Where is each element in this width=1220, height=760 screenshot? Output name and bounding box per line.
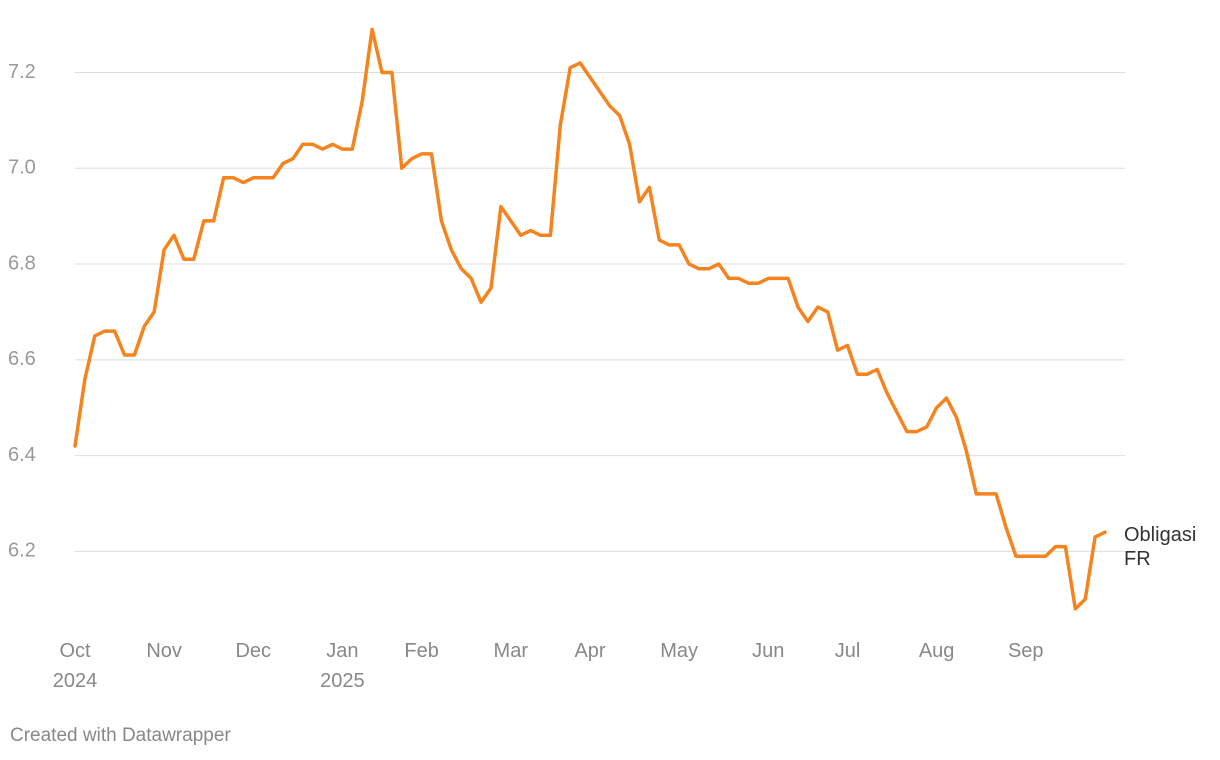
x-tick-label: May <box>660 640 699 662</box>
y-tick-label: 6.6 <box>8 348 36 370</box>
x-tick-label: Aug <box>918 640 955 662</box>
x-tick-label: Mar <box>493 640 528 662</box>
x-tick-label: Sep <box>1007 640 1044 662</box>
x-tick-label: Apr <box>574 640 606 662</box>
x-tick-label: Jun <box>752 640 785 662</box>
y-tick-label: 6.8 <box>8 252 36 274</box>
line <box>73 27 1107 611</box>
y-tick-label: 6.4 <box>8 444 36 466</box>
y-tick-label: 7.2 <box>8 61 36 83</box>
series-label: Obligasi FR <box>1124 524 1197 570</box>
x-tick-label: Nov <box>146 640 182 662</box>
x-tick-label: Jul <box>834 640 861 662</box>
footer: Created with Datawrapper <box>10 725 231 746</box>
y-tick-label: 7.0 <box>8 157 36 179</box>
y-tick-label: 6.2 <box>8 540 36 562</box>
x-tick-label: Dec <box>235 640 272 662</box>
x-tick-label: Jan 2025 <box>320 640 365 692</box>
x-tick-label: Oct 2024 <box>52 640 98 692</box>
x-tick-label: Feb <box>404 640 439 662</box>
